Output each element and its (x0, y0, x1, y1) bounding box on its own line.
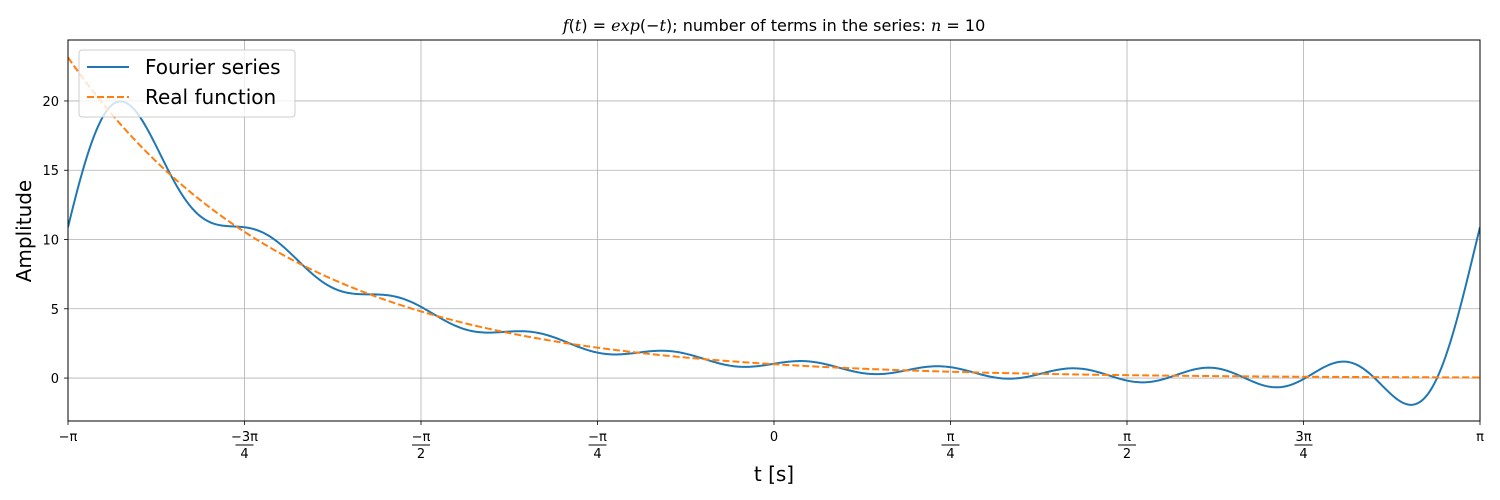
y-tick-label: 20 (42, 95, 59, 110)
x-tick-label-denominator: 4 (1299, 447, 1307, 462)
x-tick-label-numerator: −3π (231, 430, 258, 445)
x-tick-label-numerator: −π (412, 430, 431, 445)
series-layer (68, 56, 1480, 406)
chart-title: f(t) = exp(−t); number of terms in the s… (562, 16, 986, 35)
legend-label-real: Real function (145, 85, 276, 109)
legend: Fourier series Real function (78, 49, 296, 118)
x-tick-label-denominator: 4 (240, 447, 248, 462)
x-tick-label-numerator: −π (588, 430, 607, 445)
x-tick-label: 0 (770, 430, 778, 445)
legend-box (78, 49, 296, 118)
y-tick-label: 0 (51, 372, 59, 387)
x-tick-label-denominator: 4 (946, 447, 954, 462)
x-tick-label: π (1476, 430, 1484, 445)
x-tick-label-numerator: 3π (1295, 430, 1311, 445)
x-tick-label: −π (59, 430, 78, 445)
y-ticks: 0 5 10 15 20 (42, 95, 68, 387)
y-axis-label: Amplitude (12, 180, 36, 283)
x-tick-label-denominator: 2 (1123, 447, 1131, 462)
x-tick-label-numerator: π (947, 430, 955, 445)
x-tick-label-numerator: π (1123, 430, 1131, 445)
x-tick-label-denominator: 4 (593, 447, 601, 462)
series-real-line (68, 56, 1480, 379)
x-axis-label: t [s] (754, 462, 794, 486)
y-tick-label: 5 (51, 303, 59, 318)
x-tick-label-denominator: 2 (417, 447, 425, 462)
legend-label-fourier: Fourier series (145, 55, 281, 79)
y-tick-label: 10 (42, 234, 59, 249)
x-ticks: −π −3π 4 −π 2 −π 4 0 π 4 π 2 3π 4 π (59, 421, 1484, 462)
y-tick-label: 15 (42, 164, 59, 179)
